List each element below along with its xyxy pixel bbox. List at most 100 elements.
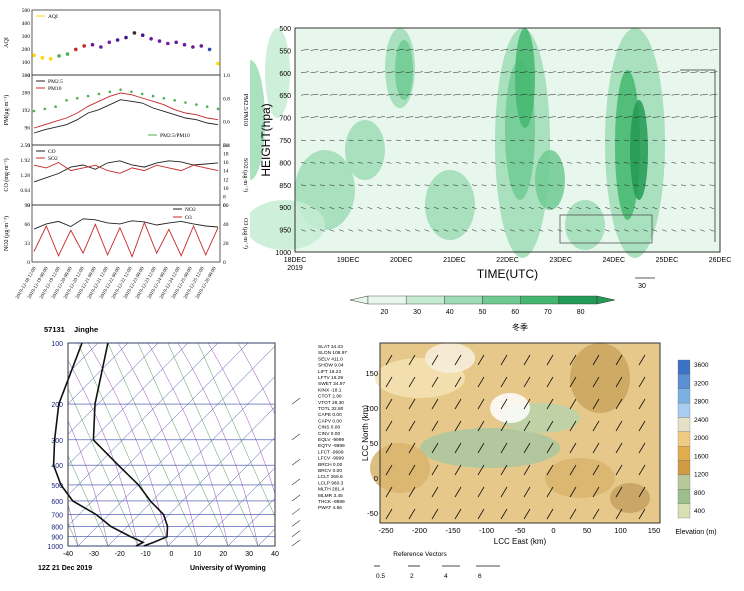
wind-arrow [585,206,591,210]
ratio-point [108,90,112,94]
wind-arrow [414,162,420,164]
wind-arrow [348,229,354,232]
wind-arrow [357,93,366,96]
wind-arrow [471,139,477,142]
wind-arrow [595,162,601,164]
wind-arrow [319,116,328,118]
wind-arrow [528,206,534,210]
y-tick-label: 750 [279,138,291,145]
wind-arrow [680,116,689,118]
wind-arrow [310,71,319,74]
wind-arrow [357,229,363,232]
wind-arrow [405,162,411,164]
wind-arrow [604,206,610,210]
wind-arrow [452,162,458,164]
wind-barb [291,494,301,502]
section-frame [294,27,721,253]
wind-arrow [547,49,556,51]
x-tick-label: -200 [412,526,427,535]
wind-vector [546,464,554,476]
wind-arrow [452,93,461,96]
wind-arrow [519,139,525,142]
wind-arrow [623,206,629,210]
dry-adiabat [0,343,18,546]
wind-arrow [405,184,411,186]
wind-arrow [509,184,515,186]
wind-arrow [481,93,490,96]
wind-arrow [680,93,689,96]
wind-vector [431,464,439,476]
pressure-tick: 400 [51,463,63,470]
wind-arrow [300,116,309,118]
x-tick-label: 25DEC [656,257,679,264]
sounding-index: LCLP 960.3 [318,480,344,486]
wind-arrow [576,49,585,51]
wind-arrow [519,206,525,210]
subplot-ytick-3: 0 [27,260,30,266]
ratio-point [43,107,47,111]
wind-arrow [509,71,518,74]
wind-vector [615,398,623,410]
wind-vector [615,486,623,498]
x-tick-label: 0 [551,526,555,535]
wind-arrow [671,184,677,186]
sounding-index: MLMR 3.45 [318,493,343,499]
temperature-tick: -10 [141,551,151,558]
wind-arrow [500,93,509,96]
wind-arrow [652,116,661,118]
wind-arrow [490,206,496,210]
subplot-ytick-0: 500 [22,8,31,14]
colorbar-segment [367,295,407,305]
wind-arrow [376,93,385,96]
wind-arrow [395,93,404,96]
wind-arrow [329,93,338,96]
x-tick-label: 26DEC [709,257,732,264]
sounding-index: SWET 34.97 [318,381,345,387]
wind-vector [638,464,646,476]
temperature-tick: 20 [219,551,227,558]
wind-arrow [348,93,357,96]
terrain-map-panel: 冬季 -250 -200 -150 -100 -50 0 50 100 150 150 100 50 0 -… [361,322,717,580]
x-tick-label: 24DEC [602,257,625,264]
wind-arrow [376,139,382,142]
wind-arrow [414,184,420,186]
wind-vector [408,486,416,498]
wind-vector [454,486,462,498]
wind-arrow [367,206,373,210]
aqi-point [157,39,162,43]
wind-arrow [633,184,639,186]
wind-arrow [509,162,515,164]
reference-value: 30 [638,283,646,290]
wind-arrow [519,184,525,186]
legend-label: SO2 [48,156,58,162]
wind-arrow [671,139,677,142]
wind-arrow [671,71,680,74]
wind-arrow [433,184,439,186]
wind-vector [615,442,623,454]
wind-vector [592,354,600,366]
wind-arrow [424,139,430,142]
wind-arrow [367,49,376,51]
subplot-ytick-0: 0 [27,73,30,79]
wind-arrow [452,116,461,118]
wind-arrow [310,49,319,51]
subplot-ytick-3: 99 [25,203,31,209]
wind-arrow [471,49,480,51]
wind-vector [431,508,439,520]
wind-arrow [623,93,632,96]
wind-arrow [566,162,572,164]
sounding-index: CAPE 0.00 [318,412,342,418]
wind-vector [523,398,531,410]
wind-arrow [509,116,518,118]
aqi-point [90,42,95,47]
sounding-index: SLAT 34.43 [318,344,343,350]
wind-vector [592,398,600,410]
wind-arrow [623,49,632,51]
wind-vector [454,398,462,410]
wind-arrow [367,93,376,96]
subplot-ytick-right-2: 14 [223,169,229,175]
subplot-ytick-right-2: 8 [223,194,226,200]
wind-arrow [633,206,639,210]
wind-vector [638,398,646,410]
wind-arrow [481,184,487,186]
